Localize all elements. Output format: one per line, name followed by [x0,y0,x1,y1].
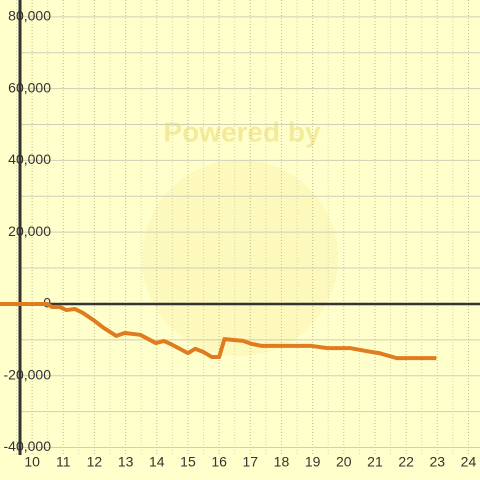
y-tick-label: -40,000 [4,438,52,454]
y-tick-label: 20,000 [8,223,51,239]
y-tick-label: 80,000 [8,8,51,24]
watermark: Powered by [163,116,321,147]
x-tick-label: 13 [118,454,134,470]
x-tick-label: 20 [336,454,352,470]
y-tick-label: 60,000 [8,79,51,95]
x-tick-label: 21 [367,454,383,470]
data-line [0,301,437,361]
x-tick-label: 23 [430,454,446,470]
x-tick-label: 16 [211,454,227,470]
y-tick-label: -20,000 [4,366,52,382]
x-tick-label: 17 [242,454,258,470]
x-tick-label: 14 [149,454,165,470]
x-tick-label: 19 [305,454,321,470]
x-tick-label: 10 [24,454,40,470]
x-tick-label: 11 [56,454,71,470]
x-tick-label: 18 [274,454,290,470]
x-tick-label: 22 [398,454,414,470]
x-tick-label: 12 [87,454,103,470]
x-tick-label: 24 [461,454,477,470]
y-tick-label: 40,000 [8,151,51,167]
x-tick-label: 15 [180,454,196,470]
watermark-logo [142,160,338,356]
